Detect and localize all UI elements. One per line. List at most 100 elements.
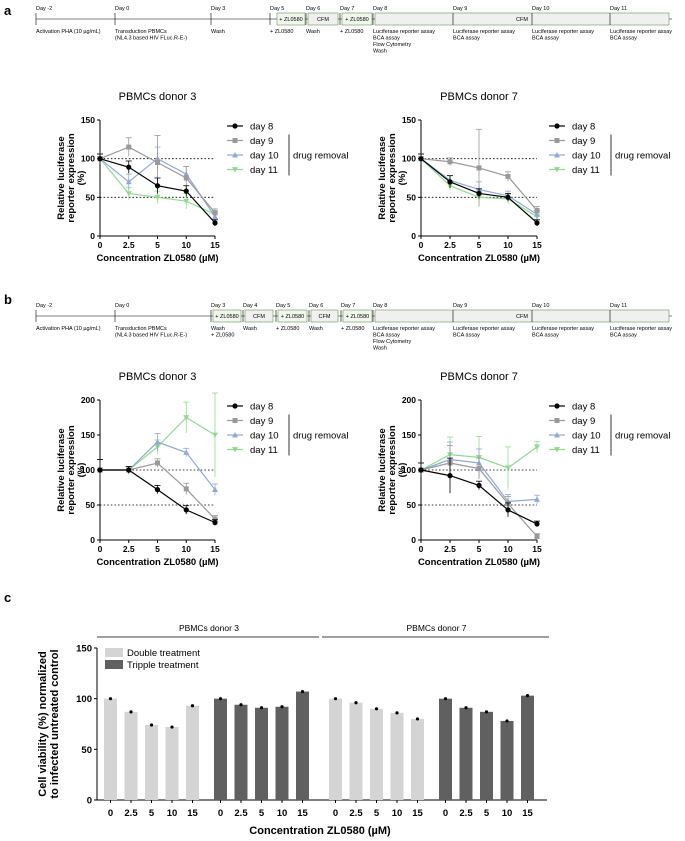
- legend-label: day 10: [250, 431, 279, 442]
- data-point: [232, 418, 238, 423]
- x-tick-label: 5: [477, 544, 482, 554]
- panel-label-c: c: [4, 590, 11, 605]
- bar-point: [395, 711, 399, 715]
- x-tick-label: 15: [522, 808, 533, 819]
- timeline-day-label: Day 5: [276, 303, 290, 309]
- timeline-day-label: Day 10: [532, 6, 549, 12]
- chart-b-donor7: PBMCs donor 7 Relative luciferasereporter…: [377, 371, 670, 568]
- x-tick-label: 10: [503, 240, 513, 250]
- legend-label: Tripple treatment: [127, 660, 199, 671]
- y-axis-label: Relative luciferasereporter expression(%…: [56, 133, 87, 222]
- y-tick-label: 100: [81, 154, 95, 164]
- timeline-box: [307, 12, 339, 26]
- legend-label: day 11: [250, 165, 278, 176]
- legend-drug-removal: drug removal: [293, 431, 348, 442]
- y-axis-label-line: Relative luciferase: [56, 136, 67, 219]
- timeline-day-label: Day 4: [243, 303, 257, 309]
- legend-label: Double treatment: [127, 648, 200, 659]
- bar-point: [239, 703, 243, 707]
- data-point: [212, 432, 218, 438]
- bar-point: [525, 694, 530, 698]
- legend-label: day 9: [250, 416, 273, 427]
- x-tick-label: 10: [182, 240, 192, 250]
- y-axis-label: Cell viability (%) normalizedto infected…: [37, 649, 61, 798]
- data-point: [183, 415, 190, 421]
- data-point: [154, 194, 161, 201]
- x-tick-label: 5: [155, 544, 160, 554]
- data-point: [447, 159, 453, 165]
- y-axis-label-line: Cell viability (%) normalized: [37, 651, 49, 796]
- x-tick-label: 10: [182, 544, 192, 554]
- x-tick-label: 0: [98, 544, 103, 554]
- data-point: [232, 138, 238, 143]
- x-tick-label: 15: [210, 544, 220, 554]
- timeline-day-label: Day 5: [270, 6, 284, 12]
- y-tick-label: 200: [402, 395, 416, 405]
- legend-swatch: [105, 660, 123, 669]
- bar: [186, 705, 199, 800]
- group-label: PBMCs donor 3: [179, 623, 239, 633]
- timeline-event-label: Luciferase reporter assay: [453, 326, 515, 332]
- timeline-box: [310, 309, 339, 323]
- y-tick-label: 150: [76, 644, 92, 655]
- x-tick-label: 5: [484, 808, 490, 819]
- data-point: [554, 167, 560, 173]
- legend-drug-removal: drug removal: [615, 431, 670, 442]
- timeline-event-label: (NL4.3 based HIV FLuc.R-E-): [115, 333, 187, 339]
- y-axis-label-line: (%): [76, 171, 87, 186]
- timeline-day-label: Day 0: [115, 303, 129, 309]
- timeline-event-label: Flow Cytometry: [373, 42, 411, 48]
- legend-drug-removal: drug removal: [615, 151, 670, 162]
- bar-point: [484, 710, 489, 714]
- data-point: [476, 482, 482, 488]
- data-point: [232, 152, 238, 158]
- y-tick-label: 100: [402, 154, 416, 164]
- x-tick-label: 15: [187, 808, 198, 819]
- timeline-event-label: Wash: [373, 49, 387, 55]
- timeline-box-label: CFM: [319, 314, 331, 320]
- data-point: [534, 444, 540, 450]
- data-point: [212, 486, 218, 492]
- timeline-event-label: (NL4.3 based HIV FLuc.R-E-): [115, 36, 187, 42]
- data-point: [155, 460, 160, 466]
- y-axis-label-line: reporter expression: [387, 425, 398, 514]
- timeline-event-label: + ZL0580: [276, 326, 299, 332]
- y-tick-label: 0: [90, 231, 95, 241]
- timeline-box: [244, 309, 274, 323]
- bar-point: [129, 710, 133, 714]
- data-point: [505, 465, 511, 471]
- timeline-day-label: Day 10: [532, 303, 549, 309]
- timeline-day-label: Day 6: [309, 303, 323, 309]
- data-point: [418, 156, 424, 162]
- y-axis-label-line: (%): [397, 171, 408, 186]
- data-point: [476, 190, 482, 197]
- timeline-event-label: Activation PHA (10 µg/mL): [36, 29, 101, 35]
- data-point: [505, 173, 511, 179]
- timeline-event-label: Flow Cytometry: [373, 339, 411, 345]
- x-axis-label: Concentration ZL0580 (µM): [249, 825, 391, 837]
- timeline-day-label: Day 9: [453, 6, 467, 12]
- timeline-event-label: Luciferase reporter assay: [610, 326, 672, 332]
- y-axis-label-line: Relative luciferase: [377, 428, 388, 511]
- legend-label: day 11: [572, 165, 600, 176]
- bar-point: [280, 705, 284, 709]
- data-point: [126, 144, 132, 150]
- timeline-box: [212, 309, 242, 323]
- data-point: [554, 138, 560, 143]
- data-point: [534, 220, 540, 226]
- timeline-day-label: Day -2: [36, 6, 52, 12]
- data-point: [232, 167, 238, 173]
- timeline-event-label: Wash: [243, 326, 257, 332]
- legend-label: day 8: [250, 122, 273, 133]
- bar: [459, 707, 473, 800]
- bar-point: [108, 697, 113, 701]
- timeline-event-label: Luciferase reporter assay: [610, 29, 672, 35]
- bar: [480, 711, 493, 800]
- x-tick-label: 0: [443, 808, 448, 819]
- bar: [390, 712, 404, 800]
- timeline-day-label: Day 7: [341, 303, 355, 309]
- y-tick-label: 0: [90, 535, 95, 545]
- y-tick-label: 50: [86, 500, 96, 510]
- timeline-day-label: Day 11: [610, 303, 627, 309]
